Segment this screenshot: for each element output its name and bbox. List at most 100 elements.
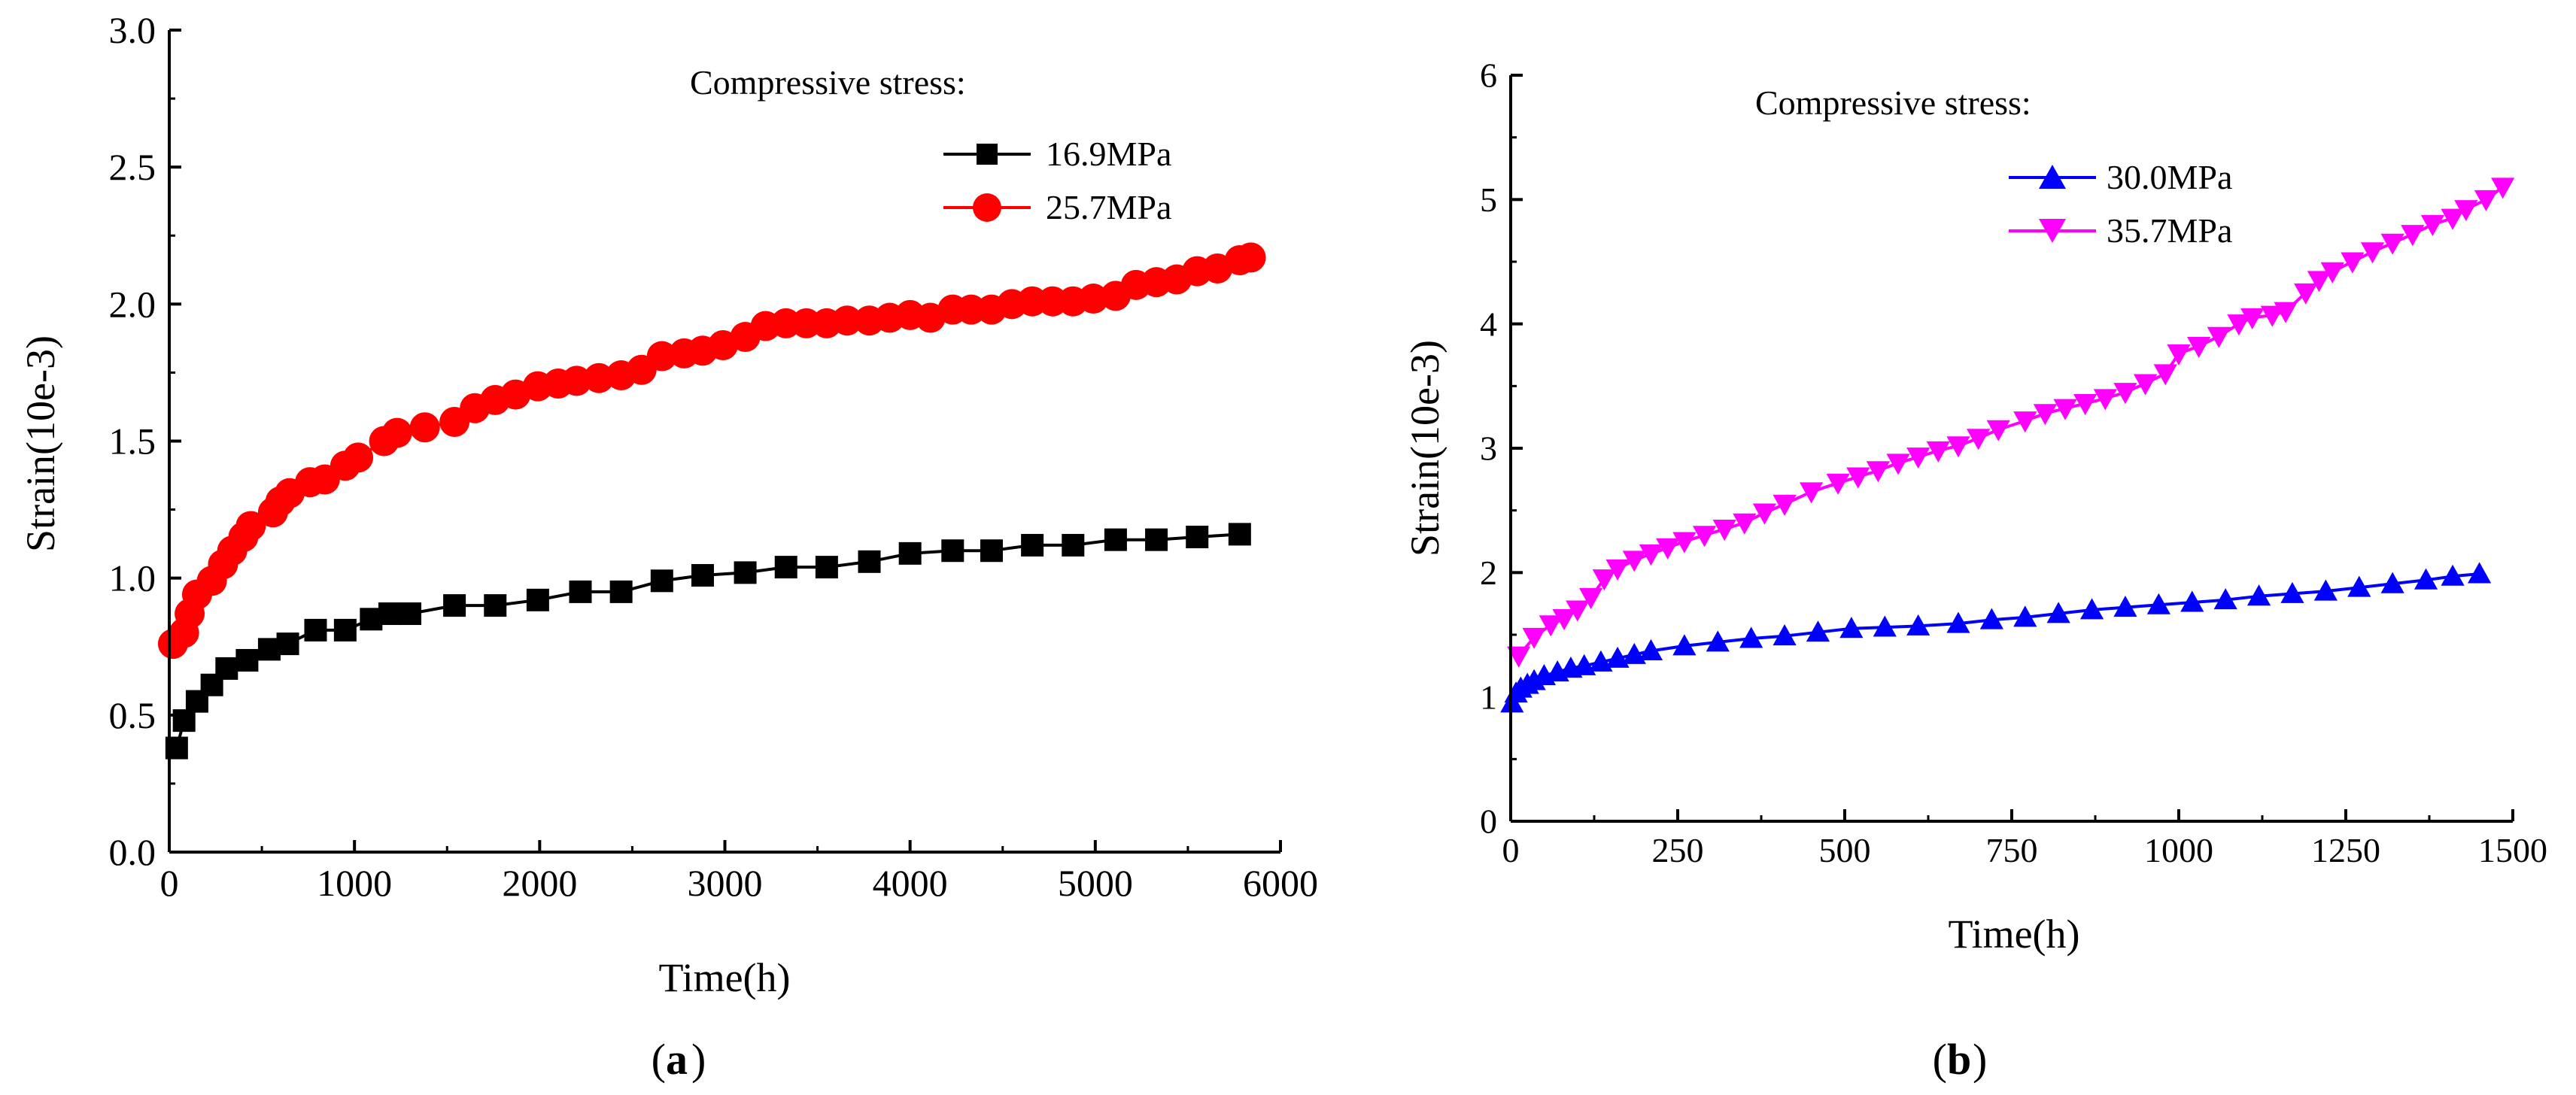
- panel-a-x-label: Time(h): [658, 955, 790, 1000]
- panel-a-series-1-point: [381, 417, 412, 448]
- panel-b-series-1-point: [2474, 190, 2499, 211]
- panel-a-series-0-point: [734, 561, 757, 584]
- panel-a-series-0-point: [235, 648, 259, 672]
- panel-a-series-0-point: [378, 602, 401, 626]
- panel-a-series-0-point: [774, 556, 797, 579]
- panel-b-series-1-point: [1539, 615, 1563, 637]
- panel-b-series-1-point: [1846, 467, 1870, 489]
- panel-b-series-1-point: [1773, 494, 1797, 516]
- panel-b-series-1-point: [1886, 453, 1910, 475]
- panel-a-series-1-point: [1235, 242, 1266, 273]
- panel-b-series-0-point: [2347, 575, 2371, 597]
- panel-b-y-tick-label: 4: [1480, 305, 1497, 343]
- panel-b-series-0-point: [1739, 626, 1763, 648]
- panel-a-legend-label-1: 25.7MPa: [1046, 188, 1171, 226]
- panel-a: 0 1000 2000 3000 4000 5000 6000 0.0 0.5 1.0 1.5 2.0…: [18, 9, 1318, 1084]
- panel-b-ticks: 0 250 500 750 1000 1250 1500 0 1 2 3 4 5 6: [1480, 56, 2547, 869]
- panel-b-series-1-point: [2491, 177, 2515, 199]
- panel-a-lines: [172, 256, 1252, 749]
- panel-b-series-1-point: [1800, 482, 1824, 504]
- panel-b-series-1-point: [2260, 305, 2284, 327]
- panel-b-series-1-point: [1926, 441, 1950, 463]
- panel-b-legend-label-1: 35.7MPa: [2107, 211, 2232, 250]
- panel-a-legend-marker-0: [977, 144, 998, 165]
- panel-b-series-1-point: [1906, 447, 1930, 469]
- panel-b-series-1-point: [2227, 314, 2251, 336]
- panel-a-x-tick-label: 6000: [1243, 862, 1318, 904]
- panel-b-y-tick-label: 2: [1480, 554, 1497, 592]
- panel-a-x-tick-label: 0: [160, 862, 179, 904]
- panel-a-y-tick-label: 2.5: [109, 146, 156, 188]
- panel-b-x-tick-label: 250: [1652, 831, 1704, 869]
- panel-b-series-1-point: [1692, 526, 1717, 548]
- panel-b-series-0-point: [1946, 611, 1970, 633]
- panel-b-series-1-point: [1986, 420, 2010, 441]
- panel-b-legend-marker-0: [2039, 165, 2066, 189]
- panel-b-series-1-point: [2294, 283, 2318, 305]
- panel-b-series-0-point: [2246, 584, 2271, 606]
- panel-a-x-tick-label: 4000: [873, 862, 948, 904]
- panel-b-y-tick-label: 5: [1480, 180, 1497, 219]
- panel-a-y-tick-label: 1.0: [109, 557, 156, 599]
- panel-a-series-0-point: [333, 618, 357, 642]
- panel-a-x-tick-label: 2000: [502, 862, 577, 904]
- panel-b-series-1-point: [1826, 473, 1850, 495]
- panel-b-series-0-point: [1979, 608, 2003, 629]
- panel-a-series-1-point: [409, 412, 440, 443]
- panel-b-close-paren: ): [1973, 1035, 1987, 1084]
- panel-b-series-0-point: [2079, 598, 2104, 620]
- panel-a-series-0-point: [1145, 528, 1168, 551]
- panel-b-legend-entry-1: 35.7MPa: [2009, 211, 2232, 250]
- panel-b-y-tick-label: 6: [1480, 56, 1497, 95]
- panel-b-series-0-point: [2441, 564, 2465, 586]
- panel-b-series-1-point: [1946, 436, 1970, 458]
- panel-b-x-tick-label: 1500: [2478, 831, 2547, 869]
- panel-b-series-1-point: [2187, 336, 2211, 359]
- panel-b-series-1-point: [1592, 569, 1616, 591]
- panel-b-series-1-point: [1639, 544, 1663, 566]
- panel-a-series-0-point: [304, 618, 327, 642]
- panel-a-y-tick-label: 3.0: [109, 9, 156, 51]
- panel-b-legend-label-0: 30.0MPa: [2107, 158, 2232, 196]
- panel-a-series-0-point: [691, 564, 714, 587]
- panel-a-series-0-point: [484, 594, 507, 617]
- panel-b-series-0-point: [2180, 590, 2204, 612]
- panel-a-legend-title: Compressive stress:: [690, 63, 966, 102]
- panel-a-ticks: 0 1000 2000 3000 4000 5000 6000 0.0 0.5 1.0 1.5 2.0…: [109, 9, 1319, 904]
- panel-b-legend-title: Compressive stress:: [1755, 83, 2031, 122]
- panel-b-series-0-line: [1510, 572, 2480, 704]
- panel-a-series-0-point: [399, 602, 422, 626]
- panel-b-series-0-point: [2113, 596, 2137, 617]
- panel-a-markers: [157, 242, 1266, 760]
- panel-b-series-0-point: [2380, 572, 2404, 593]
- panel-b-series-0-point: [2280, 581, 2304, 603]
- panel-b-y-tick-label: 1: [1480, 678, 1497, 716]
- panel-b-markers: [1500, 177, 2515, 713]
- panel-b-series-1-point: [2341, 252, 2365, 274]
- panel-b-series-1-point: [2053, 399, 2077, 420]
- panel-a-series-0-point: [569, 580, 592, 603]
- panel-a-y-tick-label: 2.0: [109, 283, 156, 325]
- panel-a-y-label: Strain(10e-3): [18, 335, 63, 552]
- panel-b-y-tick-label: 0: [1480, 802, 1497, 841]
- panel-b-series-1-point: [2033, 404, 2057, 426]
- panel-b-series-0-point: [2046, 602, 2070, 623]
- panel-a-x-tick-label: 5000: [1058, 862, 1133, 904]
- panel-b-series-0-point: [2213, 588, 2237, 610]
- panel-a-series-0-point: [1062, 533, 1085, 557]
- panel-b-series-1-point: [2441, 208, 2465, 230]
- panel-a-open-paren: (: [652, 1035, 666, 1084]
- panel-b-series-0-point: [1773, 624, 1797, 646]
- panel-a-series-1-point: [831, 305, 862, 336]
- panel-b-y-tick-label: 3: [1480, 429, 1497, 468]
- panel-b-series-1-point: [2360, 242, 2385, 264]
- panel-a-legend-entry-1: 25.7MPa: [943, 188, 1171, 226]
- panel-a-series-0-point: [443, 594, 466, 617]
- panel-b-series-1-point: [2380, 233, 2404, 255]
- panel-b-open-paren: (: [1933, 1035, 1947, 1084]
- panel-a-series-1-point: [235, 511, 266, 541]
- panel-a-series-1-point: [343, 442, 374, 473]
- panel-b-series-0-point: [1806, 620, 1830, 642]
- panel-b-x-tick-label: 1000: [2144, 831, 2213, 869]
- panel-b-y-label: Strain(10e-3): [1402, 340, 1447, 557]
